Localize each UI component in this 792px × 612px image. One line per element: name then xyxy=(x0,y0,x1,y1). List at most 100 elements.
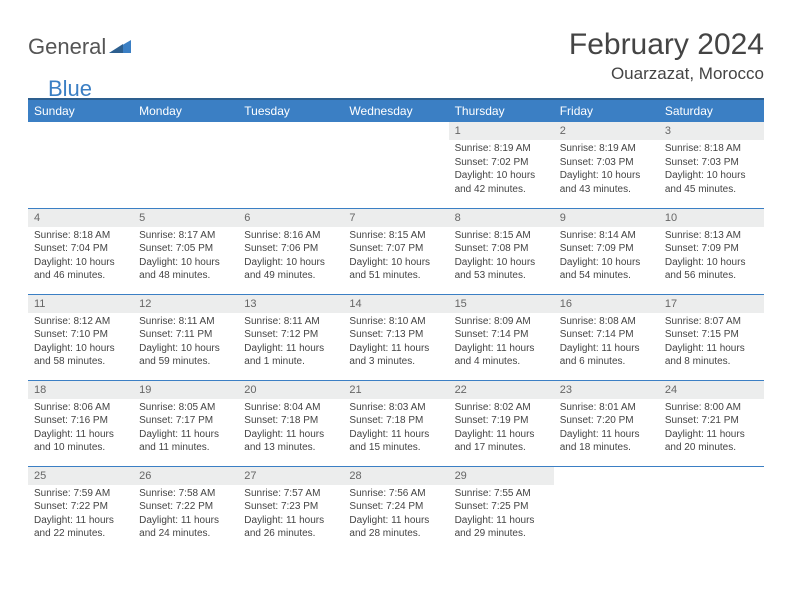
day-details: Sunrise: 8:12 AMSunset: 7:10 PMDaylight:… xyxy=(28,315,133,369)
day-details: Sunrise: 8:14 AMSunset: 7:09 PMDaylight:… xyxy=(554,229,659,283)
calendar-cell: 23Sunrise: 8:01 AMSunset: 7:20 PMDayligh… xyxy=(554,380,659,466)
day-detail-line: Sunrise: 8:18 AM xyxy=(665,142,758,156)
day-details: Sunrise: 8:11 AMSunset: 7:11 PMDaylight:… xyxy=(133,315,238,369)
day-number: 12 xyxy=(133,295,238,313)
calendar-cell xyxy=(238,122,343,208)
calendar-page: General February 2024 Ouarzazat, Morocco… xyxy=(0,0,792,552)
day-detail-line: Sunrise: 8:01 AM xyxy=(560,401,653,415)
day-detail-line: Sunset: 7:21 PM xyxy=(665,414,758,428)
day-number: 1 xyxy=(449,122,554,140)
day-detail-line: and 8 minutes. xyxy=(665,355,758,369)
calendar-cell: 15 Sunrise: 8:09 AMSunset: 7:14 PMDayligh… xyxy=(449,294,554,380)
day-number: 15 xyxy=(449,295,554,313)
day-number: 13 xyxy=(238,295,343,313)
calendar-cell: 16Sunrise: 8:08 AMSunset: 7:14 PMDayligh… xyxy=(554,294,659,380)
day-detail-line: and 6 minutes. xyxy=(560,355,653,369)
day-detail-line: and 42 minutes. xyxy=(455,183,548,197)
day-number: 19 xyxy=(133,381,238,399)
day-detail-line: and 3 minutes. xyxy=(349,355,442,369)
day-detail-line: and 48 minutes. xyxy=(139,269,232,283)
day-detail-line: and 15 minutes. xyxy=(349,441,442,455)
day-details: Sunrise: 8:07 AMSunset: 7:15 PMDaylight:… xyxy=(659,315,764,369)
day-number: 28 xyxy=(343,467,448,485)
day-number: 29 xyxy=(449,467,554,485)
day-detail-line: and 11 minutes. xyxy=(139,441,232,455)
calendar-cell: 5 Sunrise: 8:17 AMSunset: 7:05 PMDaylight… xyxy=(133,208,238,294)
day-detail-line: Daylight: 10 hours xyxy=(139,342,232,356)
day-detail-line: Sunset: 7:13 PM xyxy=(349,328,442,342)
day-detail-line: Daylight: 11 hours xyxy=(455,514,548,528)
day-details: Sunrise: 8:17 AMSunset: 7:05 PMDaylight:… xyxy=(133,229,238,283)
day-detail-line: Sunset: 7:06 PM xyxy=(244,242,337,256)
day-detail-line: Sunset: 7:03 PM xyxy=(665,156,758,170)
calendar-cell: 6Sunrise: 8:16 AMSunset: 7:06 PMDaylight… xyxy=(238,208,343,294)
day-detail-line: Daylight: 10 hours xyxy=(139,256,232,270)
page-header: General February 2024 Ouarzazat, Morocco xyxy=(28,28,764,84)
day-detail-line: Sunset: 7:02 PM xyxy=(455,156,548,170)
day-detail-line: Sunrise: 8:09 AM xyxy=(455,315,548,329)
calendar-cell xyxy=(133,122,238,208)
day-number: 5 xyxy=(133,209,238,227)
day-number: 14 xyxy=(343,295,448,313)
calendar-cell: 17Sunrise: 8:07 AMSunset: 7:15 PMDayligh… xyxy=(659,294,764,380)
day-detail-line: Sunset: 7:04 PM xyxy=(34,242,127,256)
day-detail-line: Daylight: 11 hours xyxy=(560,342,653,356)
day-detail-line: Daylight: 11 hours xyxy=(244,342,337,356)
day-detail-line: Daylight: 11 hours xyxy=(34,428,127,442)
calendar-cell xyxy=(659,466,764,552)
day-detail-line: Sunrise: 8:15 AM xyxy=(455,229,548,243)
weekday-header: Thursday xyxy=(449,99,554,122)
day-details: Sunrise: 8:15 AMSunset: 7:08 PMDaylight:… xyxy=(449,229,554,283)
day-detail-line: and 51 minutes. xyxy=(349,269,442,283)
day-number: 27 xyxy=(238,467,343,485)
weekday-header: Monday xyxy=(133,99,238,122)
day-detail-line: Sunrise: 7:59 AM xyxy=(34,487,127,501)
day-detail-line: Daylight: 10 hours xyxy=(244,256,337,270)
day-detail-line: Daylight: 10 hours xyxy=(455,256,548,270)
logo-text-general: General xyxy=(28,34,106,60)
calendar-cell: 19Sunrise: 8:05 AMSunset: 7:17 PMDayligh… xyxy=(133,380,238,466)
day-number: 23 xyxy=(554,381,659,399)
day-number: 24 xyxy=(659,381,764,399)
day-detail-line: and 29 minutes. xyxy=(455,527,548,541)
day-detail-line: Daylight: 10 hours xyxy=(560,256,653,270)
day-detail-line: Sunset: 7:18 PM xyxy=(244,414,337,428)
day-number: 4 xyxy=(28,209,133,227)
month-title: February 2024 xyxy=(569,28,764,62)
weekday-header: Sunday xyxy=(28,99,133,122)
day-detail-line: Sunset: 7:24 PM xyxy=(349,500,442,514)
day-number: 22 xyxy=(449,381,554,399)
day-detail-line: Sunset: 7:17 PM xyxy=(139,414,232,428)
day-detail-line: Daylight: 11 hours xyxy=(349,428,442,442)
day-number: 20 xyxy=(238,381,343,399)
day-details: Sunrise: 7:59 AMSunset: 7:22 PMDaylight:… xyxy=(28,487,133,541)
day-detail-line: Sunrise: 8:12 AM xyxy=(34,315,127,329)
weekday-header: Tuesday xyxy=(238,99,343,122)
day-detail-line: Daylight: 10 hours xyxy=(455,169,548,183)
day-detail-line: and 13 minutes. xyxy=(244,441,337,455)
calendar-cell: 2Sunrise: 8:19 AMSunset: 7:03 PMDaylight… xyxy=(554,122,659,208)
day-detail-line: Sunset: 7:08 PM xyxy=(455,242,548,256)
day-detail-line: and 46 minutes. xyxy=(34,269,127,283)
day-detail-line: Daylight: 11 hours xyxy=(665,428,758,442)
weekday-header: Saturday xyxy=(659,99,764,122)
day-detail-line: Sunset: 7:14 PM xyxy=(560,328,653,342)
day-detail-line: Sunrise: 8:14 AM xyxy=(560,229,653,243)
day-details: Sunrise: 8:06 AMSunset: 7:16 PMDaylight:… xyxy=(28,401,133,455)
calendar-week-row: 18Sunrise: 8:06 AMSunset: 7:16 PMDayligh… xyxy=(28,380,764,466)
calendar-cell: 11Sunrise: 8:12 AMSunset: 7:10 PMDayligh… xyxy=(28,294,133,380)
day-detail-line: Daylight: 11 hours xyxy=(455,342,548,356)
day-details: Sunrise: 8:09 AMSunset: 7:14 PMDaylight:… xyxy=(449,315,554,369)
day-detail-line: and 18 minutes. xyxy=(560,441,653,455)
day-detail-line: Sunset: 7:10 PM xyxy=(34,328,127,342)
day-detail-line: and 54 minutes. xyxy=(560,269,653,283)
day-detail-line: Sunset: 7:22 PM xyxy=(139,500,232,514)
day-detail-line: and 28 minutes. xyxy=(349,527,442,541)
day-detail-line: Sunset: 7:25 PM xyxy=(455,500,548,514)
day-detail-line: and 59 minutes. xyxy=(139,355,232,369)
day-number: 6 xyxy=(238,209,343,227)
day-detail-line: Sunset: 7:07 PM xyxy=(349,242,442,256)
day-detail-line: Daylight: 11 hours xyxy=(139,428,232,442)
calendar-cell: 14Sunrise: 8:10 AMSunset: 7:13 PMDayligh… xyxy=(343,294,448,380)
day-detail-line: Sunset: 7:05 PM xyxy=(139,242,232,256)
